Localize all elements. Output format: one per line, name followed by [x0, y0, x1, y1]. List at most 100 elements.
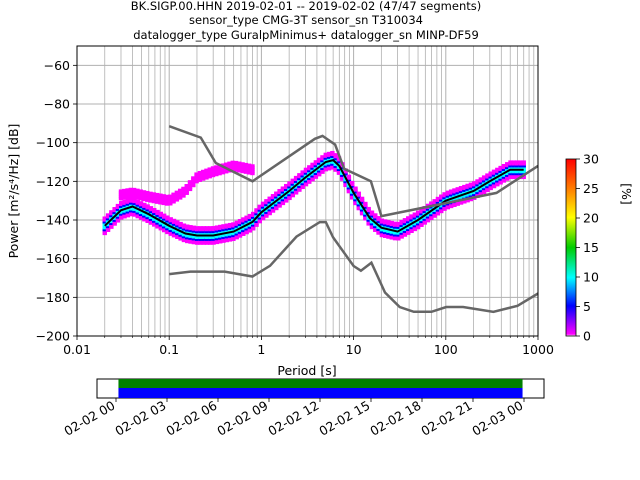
density-cell	[211, 227, 216, 232]
density-cell	[185, 228, 190, 232]
density-cell	[373, 226, 378, 231]
density-cell	[326, 167, 332, 171]
density-cell	[340, 177, 345, 181]
density-cell	[359, 202, 365, 206]
density-cell	[521, 164, 526, 168]
density-cell	[223, 168, 229, 172]
density-cell	[485, 185, 490, 189]
density-cell	[465, 187, 470, 191]
density-cell	[194, 237, 200, 241]
density-cell	[373, 213, 378, 217]
density-cell	[168, 219, 173, 223]
density-cell	[142, 212, 147, 216]
density-cell	[330, 166, 335, 170]
density-cell	[148, 199, 153, 203]
density-cell	[224, 227, 230, 231]
density-cell	[356, 203, 361, 207]
density-cell	[148, 197, 153, 201]
density-cell	[287, 194, 292, 199]
density-cell	[485, 183, 490, 187]
density-cell	[349, 180, 355, 185]
density-cell	[244, 215, 249, 219]
density-cell	[485, 179, 490, 183]
density-cell	[508, 173, 513, 178]
density-cell	[376, 225, 381, 229]
density-cell	[333, 164, 338, 168]
density-cell	[210, 166, 216, 170]
density-cell	[396, 231, 401, 235]
density-cell	[109, 215, 114, 220]
density-cell	[247, 215, 253, 220]
density-cell	[396, 227, 401, 231]
density-cell	[356, 207, 361, 211]
density-cell	[478, 179, 484, 183]
density-cell	[233, 166, 239, 170]
density-cell	[283, 185, 289, 190]
density-cell	[452, 203, 457, 207]
density-cell	[168, 230, 173, 234]
density-cell	[300, 180, 305, 184]
density-cell	[168, 222, 173, 227]
density-cell	[115, 213, 121, 217]
density-cell	[442, 207, 447, 211]
density-cell	[237, 228, 243, 232]
density-cell	[326, 163, 332, 167]
density-cell	[131, 189, 137, 193]
density-cell	[208, 231, 213, 236]
density-cell	[211, 241, 216, 245]
density-cell	[165, 227, 170, 231]
timeline-tick-label: 02-03 00	[469, 398, 525, 439]
density-cell	[336, 165, 342, 170]
density-cell	[448, 193, 454, 197]
density-cell	[481, 190, 487, 195]
density-cell	[122, 209, 127, 213]
density-cell	[135, 215, 140, 219]
density-cell	[224, 237, 230, 241]
density-cell	[115, 203, 121, 208]
density-cell	[201, 231, 206, 236]
density-cell	[419, 217, 424, 222]
density-cell	[455, 189, 460, 193]
density-cell	[132, 211, 137, 215]
density-cell	[472, 183, 477, 187]
density-cell	[247, 225, 253, 229]
density-cell	[125, 196, 130, 200]
density-cell	[274, 206, 279, 211]
density-cell	[142, 206, 147, 210]
density-cell	[481, 177, 487, 181]
density-cell	[237, 169, 242, 173]
density-cell	[316, 169, 322, 173]
density-cell	[498, 167, 503, 171]
density-cell	[267, 198, 272, 202]
density-cell	[485, 175, 490, 179]
density-cell	[142, 204, 147, 208]
density-cell	[323, 164, 328, 168]
density-cell	[501, 173, 507, 177]
density-cell	[518, 170, 523, 174]
density-cell	[366, 206, 371, 211]
density-cell	[264, 202, 269, 207]
density-cell	[379, 220, 385, 224]
density-cell	[131, 191, 137, 195]
density-cell	[233, 160, 239, 165]
density-cell	[230, 160, 235, 164]
density-cell	[135, 205, 140, 209]
density-cell	[283, 199, 289, 203]
density-cell	[432, 210, 437, 214]
density-cell	[158, 193, 163, 197]
density-cell	[148, 211, 154, 216]
density-cell	[439, 198, 444, 202]
density-cell	[369, 212, 375, 216]
density-cell	[119, 204, 124, 208]
density-cell	[105, 215, 111, 219]
density-cell	[333, 168, 338, 172]
timeline-tick-label: 02-02 18	[367, 398, 423, 439]
density-cell	[264, 210, 269, 214]
density-cell	[141, 190, 147, 194]
density-cell	[220, 169, 226, 173]
density-cell	[356, 201, 361, 205]
density-cell	[349, 194, 355, 198]
density-cell	[392, 221, 398, 225]
density-cell	[376, 231, 381, 235]
density-cell	[237, 232, 243, 236]
